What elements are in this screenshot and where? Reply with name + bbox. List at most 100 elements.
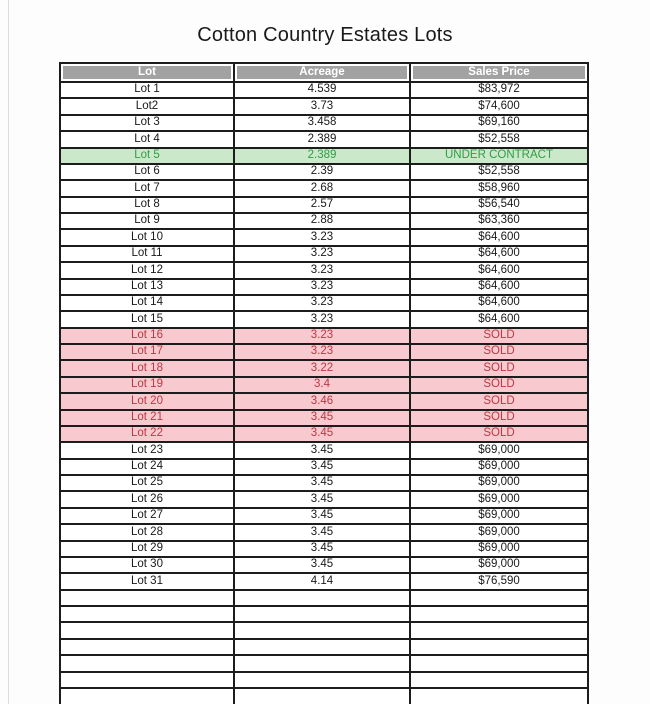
acreage-cell: 2.68 <box>233 181 409 196</box>
table-row: Lot 29 3.45 $69,000 <box>61 541 587 558</box>
lot-cell: Lot 19 <box>131 378 163 391</box>
acreage-cell: 3.45 <box>233 525 409 540</box>
empty-table-row <box>61 688 587 704</box>
table-row: Lot 5 2.389 UNDER CONTRACT <box>61 148 587 165</box>
empty-table-row <box>61 623 587 640</box>
table-row: Lot 17 3.23 SOLD <box>61 345 587 362</box>
price-cell: $64,600 <box>409 312 587 327</box>
lot-cell: Lot 3 <box>134 116 160 129</box>
table-row: Lot 27 3.45 $69,000 <box>61 508 587 526</box>
acreage-cell: 2.57 <box>233 197 409 212</box>
acreage-cell <box>233 607 409 622</box>
lot-cell: Lot 4 <box>134 132 160 145</box>
lot-cell: Lot 31 <box>131 574 163 587</box>
empty-table-row <box>61 639 587 657</box>
table-row: Lot 1 4.539 $83,972 <box>61 83 587 100</box>
price-cell: $64,600 <box>409 246 587 262</box>
table-row: Lot 18 3.22 SOLD <box>61 361 587 378</box>
table-row: Lot 14 3.23 $64,600 <box>61 295 587 313</box>
table-header-row: Lot Acreage Sales Price <box>61 64 587 83</box>
price-cell: $64,600 <box>409 230 587 245</box>
acreage-cell <box>233 672 409 687</box>
price-cell <box>409 656 587 671</box>
price-cell: $64,600 <box>409 279 587 294</box>
lot-cell: Lot 17 <box>131 345 163 358</box>
acreage-cell: 3.45 <box>233 557 409 573</box>
price-cell <box>409 688 587 704</box>
lot-cell: Lot 15 <box>131 312 163 325</box>
lot-cell: Lot 10 <box>131 230 163 243</box>
price-cell: SOLD <box>409 426 587 442</box>
lot-cell: Lot 18 <box>131 361 163 374</box>
table-row: Lot 4 2.389 $52,558 <box>61 132 587 149</box>
price-cell <box>409 607 587 622</box>
price-cell: $58,960 <box>409 181 587 196</box>
price-cell <box>409 639 587 655</box>
lot-cell: Lot 1 <box>134 83 160 96</box>
acreage-cell <box>233 590 409 605</box>
price-cell: SOLD <box>409 361 587 376</box>
empty-table-row <box>61 590 587 607</box>
acreage-cell: 3.23 <box>233 279 409 294</box>
price-cell: $69,000 <box>409 508 587 524</box>
price-cell: $64,600 <box>409 295 587 311</box>
lot-cell: Lot 9 <box>134 214 160 227</box>
table-row: Lot 19 3.4 SOLD <box>61 377 587 395</box>
acreage-cell: 3.46 <box>233 394 409 409</box>
acreage-cell <box>233 639 409 655</box>
price-cell: $69,000 <box>409 557 587 573</box>
table-row: Lot 22 3.45 SOLD <box>61 426 587 444</box>
price-cell: SOLD <box>409 328 587 343</box>
acreage-cell <box>233 656 409 671</box>
lot-cell <box>61 607 233 621</box>
lots-table: Lot Acreage Sales Price Lot 1 4.539 $83,972 L… <box>59 62 589 704</box>
table-row: Lot 16 3.23 SOLD <box>61 328 587 345</box>
lot-cell: Lot 23 <box>131 443 163 456</box>
acreage-cell: 2.389 <box>233 148 409 163</box>
table-row: Lot 26 3.45 $69,000 <box>61 492 587 509</box>
acreage-cell: 4.14 <box>233 574 409 589</box>
lot-cell: Lot 12 <box>131 263 163 276</box>
price-cell <box>409 623 587 638</box>
table-row: Lot 20 3.46 SOLD <box>61 394 587 411</box>
acreage-cell: 3.45 <box>233 508 409 524</box>
price-cell: $69,000 <box>409 476 587 491</box>
lot-cell: Lot 8 <box>134 198 160 211</box>
price-cell: $52,558 <box>409 132 587 147</box>
table-row: Lot 8 2.57 $56,540 <box>61 197 587 214</box>
acreage-cell: 3.23 <box>233 246 409 262</box>
price-cell: SOLD <box>409 410 587 425</box>
acreage-cell: 3.45 <box>233 459 409 474</box>
acreage-cell: 3.23 <box>233 230 409 245</box>
column-header-lot: Lot <box>61 64 233 81</box>
price-cell: $64,600 <box>409 263 587 278</box>
acreage-cell: 3.23 <box>233 312 409 327</box>
lot-cell: Lot 14 <box>131 296 163 309</box>
acreage-cell: 4.539 <box>233 83 409 98</box>
price-cell: $63,360 <box>409 214 587 229</box>
lot-cell <box>61 656 233 670</box>
lot-cell: Lot 7 <box>134 181 160 194</box>
price-cell: $76,590 <box>409 574 587 589</box>
price-cell: $69,160 <box>409 115 587 131</box>
lot-cell: Lot 22 <box>131 427 163 440</box>
acreage-cell: 3.23 <box>233 295 409 311</box>
lot-cell: Lot 25 <box>131 476 163 489</box>
table-row: Lot 6 2.39 $52,558 <box>61 164 587 182</box>
price-cell: $69,000 <box>409 443 587 458</box>
acreage-cell: 3.4 <box>233 377 409 393</box>
lot-cell <box>61 673 233 687</box>
acreage-cell: 3.45 <box>233 426 409 442</box>
price-cell: $69,000 <box>409 492 587 507</box>
lot-cell: Lot 16 <box>131 329 163 342</box>
table-row: Lot 25 3.45 $69,000 <box>61 476 587 493</box>
acreage-cell: 3.45 <box>233 476 409 491</box>
table-row: Lot 24 3.45 $69,000 <box>61 459 587 476</box>
acreage-cell: 3.23 <box>233 345 409 360</box>
empty-table-row <box>61 607 587 624</box>
table-row: Lot 15 3.23 $64,600 <box>61 312 587 329</box>
lot-cell: Lot 6 <box>134 165 160 178</box>
price-cell: UNDER CONTRACT <box>409 148 587 163</box>
lot-cell <box>61 591 233 605</box>
table-row: Lot 30 3.45 $69,000 <box>61 557 587 575</box>
